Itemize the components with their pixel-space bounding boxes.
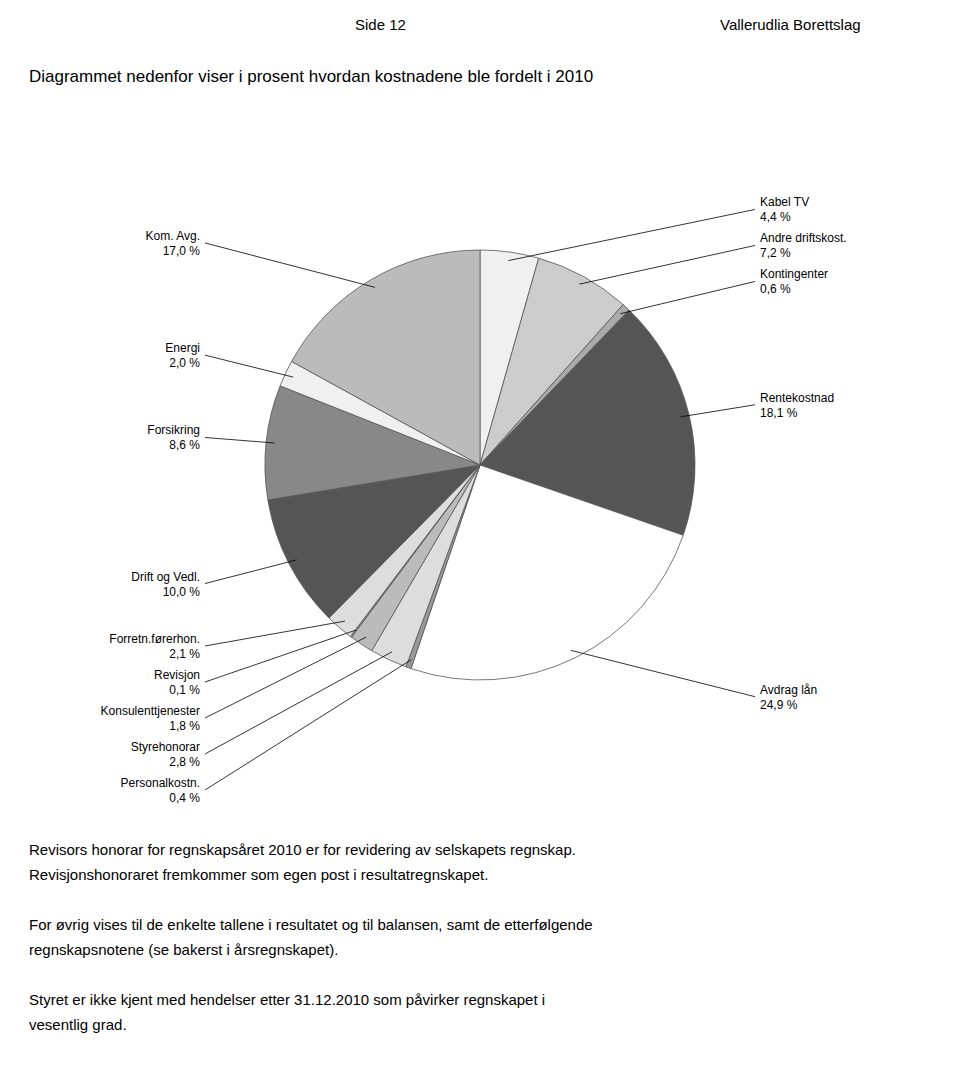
slice-label: Rentekostnad: [760, 391, 834, 405]
data-label: 18,1 %: [760, 406, 798, 420]
leader-line: [205, 652, 392, 754]
title: Diagrammet nedenfor viser i prosent hvor…: [29, 67, 593, 86]
slice-label: Styrehonorar: [131, 740, 200, 754]
chart: Side 12 Vallerudlia Borettslag Diagrammet …: [0, 0, 960, 1080]
data-label: 2,8 %: [169, 755, 200, 769]
footnote-line: Revisjonshonoraret fremkommer som egen p…: [29, 866, 488, 883]
leader-line: [571, 650, 755, 696]
header-right: Vallerudlia Borettslag: [720, 16, 861, 33]
leader-line: [205, 637, 366, 718]
slice-label: Revisjon: [154, 668, 200, 682]
slice: [292, 250, 480, 465]
footnote-line: Revisors honorar for regnskapsåret 2010 …: [29, 841, 576, 858]
leader-line: [205, 243, 375, 287]
footnote: Revisors honorar for regnskapsåret 2010 …: [29, 841, 576, 883]
data-label: 7,2 %: [760, 246, 791, 260]
slice-label: Konsulenttjenester: [101, 704, 200, 718]
data-label: 24,9 %: [760, 698, 798, 712]
labels: Kabel TV4,4 % Andre driftskost.7,2 % Konti…: [101, 195, 847, 805]
pie: [265, 250, 695, 680]
leader-line: [205, 621, 345, 646]
leader-line: [205, 660, 411, 790]
leader-line: [205, 630, 356, 682]
data-label: 4,4 %: [760, 210, 791, 224]
footnote: For øvrig vises til de enkelte tallene i…: [29, 916, 593, 958]
leader-line: [205, 560, 297, 584]
data-label: 2,0 %: [169, 356, 200, 370]
slice-label: Kabel TV: [760, 195, 809, 209]
data-label: 10,0 %: [163, 585, 201, 599]
header-left: Side 12: [355, 16, 406, 33]
leader-line: [508, 209, 755, 260]
slice-label: Kontingenter: [760, 267, 828, 281]
slice-label: Andre driftskost.: [760, 231, 847, 245]
slice-label: Forsikring: [147, 423, 200, 437]
leader-line: [579, 245, 755, 284]
background: [0, 0, 960, 1080]
data-label: 8,6 %: [169, 438, 200, 452]
footnote-line: vesentlig grad.: [29, 1016, 127, 1033]
slice-label: Forretn.førerhon.: [109, 632, 200, 646]
data-label: 1,8 %: [169, 719, 200, 733]
footnote: Styret er ikke kjent med hendelser etter…: [29, 991, 545, 1033]
leader-line: [205, 355, 293, 377]
data-label: 0,6 %: [760, 282, 791, 296]
footnote-line: For øvrig vises til de enkelte tallene i…: [29, 916, 593, 933]
data-label: 2,1 %: [169, 647, 200, 661]
data-label: 17,0 %: [163, 244, 201, 258]
footnote-line: regnskapsnotene (se bakerst i årsregnska…: [29, 941, 338, 958]
slice-label: Avdrag lån: [760, 683, 817, 697]
slice-label: Energi: [165, 341, 200, 355]
data-label: 0,1 %: [169, 683, 200, 697]
slice-label: Personalkostn.: [121, 776, 200, 790]
slice-label: Drift og Vedl.: [131, 570, 200, 584]
leader-line: [681, 405, 755, 417]
data-label: 0,4 %: [169, 791, 200, 805]
leader-line: [620, 281, 755, 313]
leader-line: [205, 437, 275, 443]
slice-label: Kom. Avg.: [146, 229, 200, 243]
footnote-line: Styret er ikke kjent med hendelser etter…: [29, 991, 545, 1008]
